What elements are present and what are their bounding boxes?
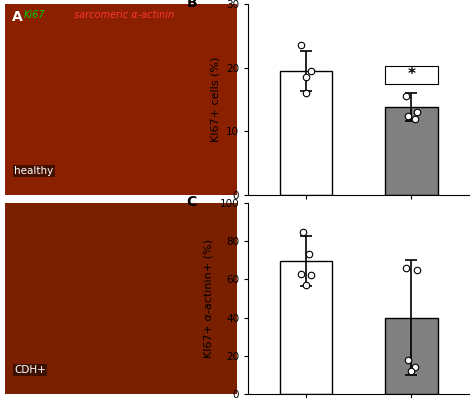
Text: Ki67: Ki67 [23, 10, 45, 20]
Point [404, 112, 412, 119]
Text: sarcomeric α-actinin: sarcomeric α-actinin [74, 10, 174, 20]
Point [305, 251, 313, 258]
Point [297, 42, 305, 49]
Text: C: C [186, 195, 197, 209]
Text: B: B [186, 0, 197, 10]
Text: A: A [12, 10, 22, 24]
Point [413, 109, 420, 115]
Bar [385, 107, 438, 195]
Point [408, 77, 415, 84]
Bar [280, 261, 332, 394]
Point [302, 74, 310, 80]
Point [411, 115, 419, 122]
Point [402, 265, 410, 271]
Point [308, 68, 315, 74]
Bar [280, 71, 332, 195]
Point [404, 357, 412, 363]
Text: healthy: healthy [14, 166, 53, 176]
Text: *: * [407, 67, 415, 82]
Point [402, 93, 410, 100]
Text: CDH+: CDH+ [14, 365, 46, 375]
Point [299, 228, 307, 235]
Point [308, 272, 315, 279]
Y-axis label: KI67+ cells (%): KI67+ cells (%) [210, 57, 220, 142]
Point [302, 282, 310, 288]
Bar [385, 318, 438, 394]
Point [297, 270, 305, 277]
FancyBboxPatch shape [385, 66, 438, 84]
Point [302, 90, 310, 96]
Point [411, 364, 419, 371]
Point [408, 368, 415, 374]
Point [413, 267, 420, 273]
Y-axis label: KI67+ α-actinin+ (%): KI67+ α-actinin+ (%) [204, 239, 214, 358]
